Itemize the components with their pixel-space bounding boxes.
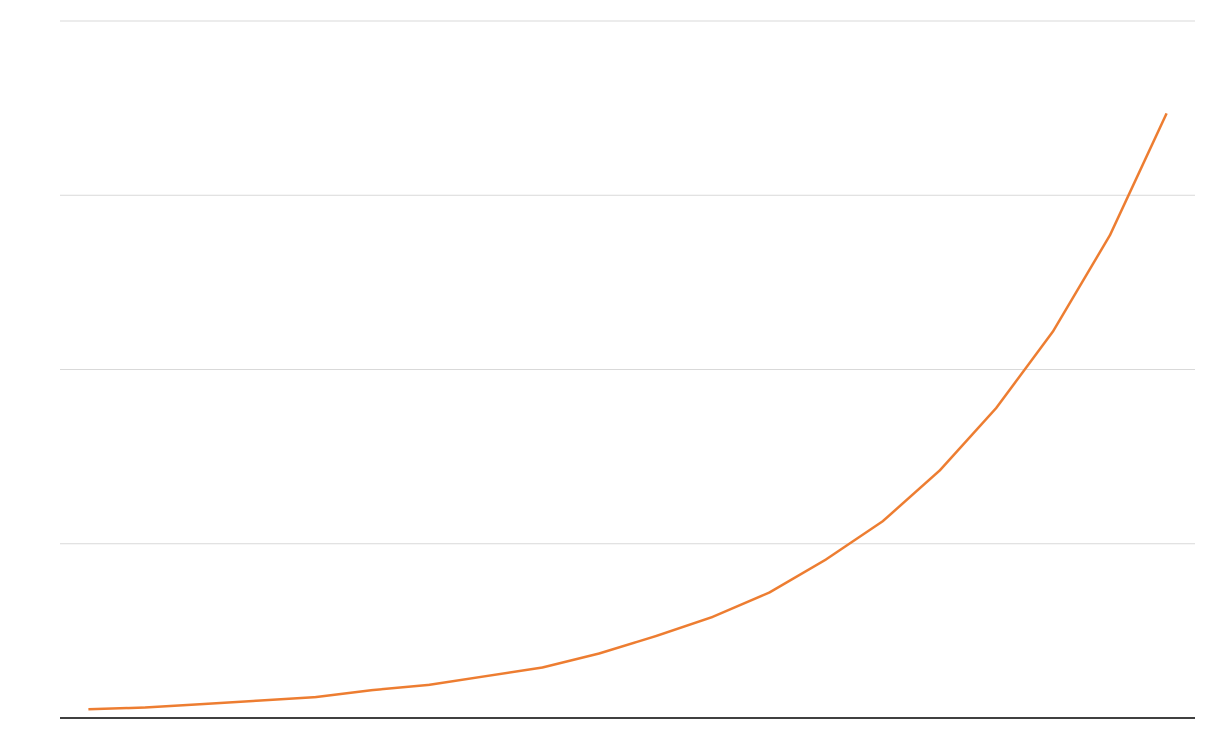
data-line: [88, 112, 1168, 711]
